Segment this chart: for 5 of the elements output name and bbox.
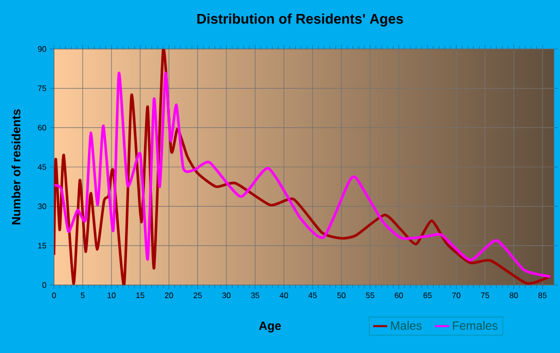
chart-title: Distribution of Residents' Ages [197, 13, 403, 27]
y-axis-title: Number of residents [12, 109, 20, 224]
legend-label: Females [453, 321, 498, 330]
x-axis-title: Age [259, 322, 281, 332]
legend-label: Males [391, 321, 422, 330]
